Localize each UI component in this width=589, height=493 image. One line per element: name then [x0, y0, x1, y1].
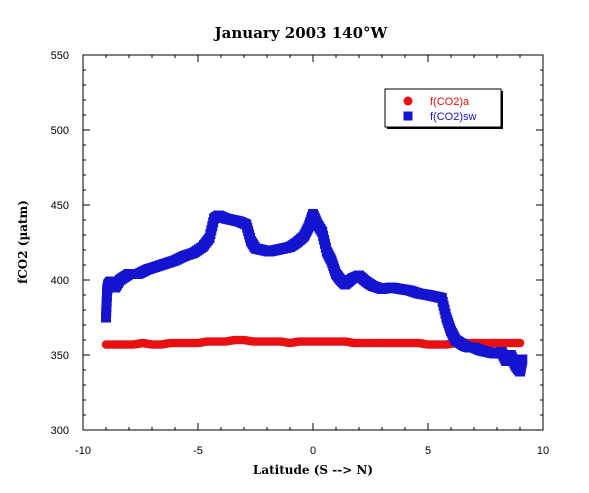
- x-tick-label: -10: [75, 445, 91, 457]
- x-tick-label: 5: [425, 445, 431, 457]
- data-point: [101, 307, 112, 318]
- legend: f(CO2)a f(CO2)sw: [384, 88, 503, 129]
- axis-tick-labels: -10 -5 0 5 10 300 350 400 450 500 550: [51, 50, 549, 457]
- axis-ticks: [82, 54, 544, 431]
- y-tick-label: 400: [51, 275, 69, 287]
- x-tick-label: -5: [193, 445, 203, 457]
- data-point: [515, 338, 525, 348]
- y-tick-label: 300: [51, 425, 69, 437]
- data-point: [101, 296, 112, 307]
- legend-box: [384, 88, 502, 128]
- data-point: [517, 354, 528, 365]
- legend-marker-fco2a: [403, 96, 413, 106]
- y-tick-label: 450: [51, 200, 69, 212]
- y-tick-label: 550: [51, 50, 69, 62]
- y-axis-label: fCO2 (µatm): [16, 200, 30, 284]
- series-layer: [101, 209, 528, 377]
- legend-shadow-bottom: [387, 127, 503, 129]
- x-tick-label: 10: [537, 445, 549, 457]
- x-tick-label: 0: [310, 445, 316, 457]
- data-point: [101, 290, 112, 301]
- y-tick-label: 500: [51, 125, 69, 137]
- data-point: [101, 301, 112, 312]
- chart-title: January 2003 140°W: [213, 24, 389, 42]
- legend-marker-fco2sw: [403, 111, 413, 121]
- legend-label-fco2sw: f(CO2)sw: [430, 111, 477, 123]
- data-point: [101, 312, 111, 323]
- x-axis-label: Latitude (S --> N): [253, 463, 373, 477]
- legend-shadow-right: [501, 91, 503, 129]
- y-tick-label: 350: [51, 350, 69, 362]
- legend-label-fco2a: f(CO2)a: [430, 96, 470, 108]
- series-fco2sw: [101, 209, 528, 377]
